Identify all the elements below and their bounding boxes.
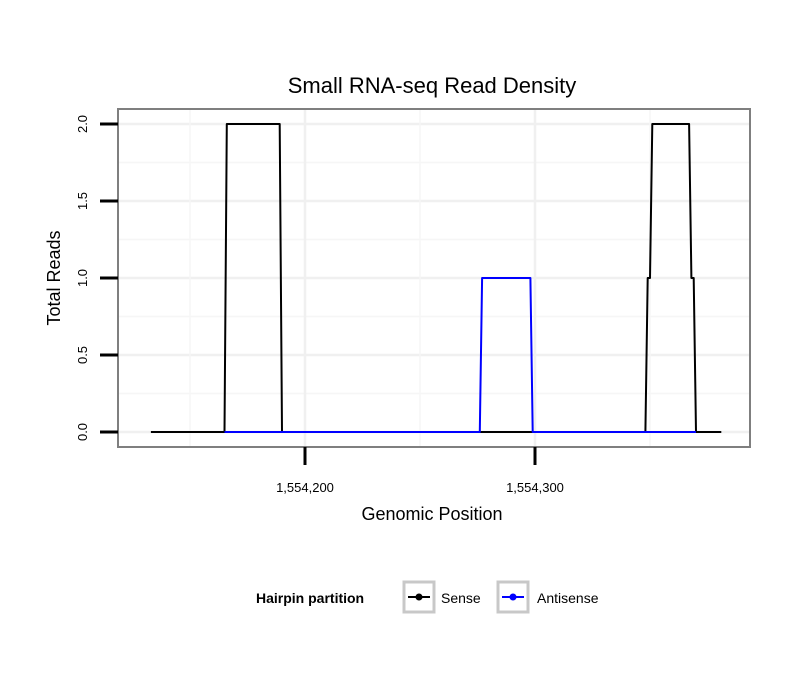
x-tick-label-0: 1,554,200 (276, 480, 334, 495)
y-axis: 0.0 0.5 1.0 1.5 2.0 (75, 115, 118, 441)
legend-item-antisense: Antisense (496, 580, 599, 614)
legend-label-antisense: Antisense (537, 590, 599, 606)
series-line-sense (150, 123, 722, 433)
y-tick-label-2: 1.0 (75, 269, 90, 287)
legend-label-sense: Sense (441, 590, 481, 606)
y-tick-label-3: 1.5 (75, 192, 90, 210)
series-line-antisense (224, 277, 696, 433)
y-tick-label-0: 0.0 (75, 423, 90, 441)
legend: Hairpin partition Sense Antisense (256, 580, 599, 614)
y-axis-title: Total Reads (44, 230, 64, 325)
legend-title: Hairpin partition (256, 590, 364, 606)
series-layer (150, 123, 722, 433)
legend-item-sense: Sense (402, 580, 481, 614)
legend-point-sense (415, 593, 423, 601)
x-axis: 1,554,200 1,554,300 (276, 447, 564, 495)
grid (118, 109, 750, 447)
chart-title: Small RNA-seq Read Density (288, 73, 577, 98)
legend-point-antisense (509, 593, 517, 601)
x-tick-label-1: 1,554,300 (506, 480, 564, 495)
x-axis-title: Genomic Position (361, 504, 502, 524)
y-tick-label-4: 2.0 (75, 115, 90, 133)
y-tick-label-1: 0.5 (75, 346, 90, 364)
